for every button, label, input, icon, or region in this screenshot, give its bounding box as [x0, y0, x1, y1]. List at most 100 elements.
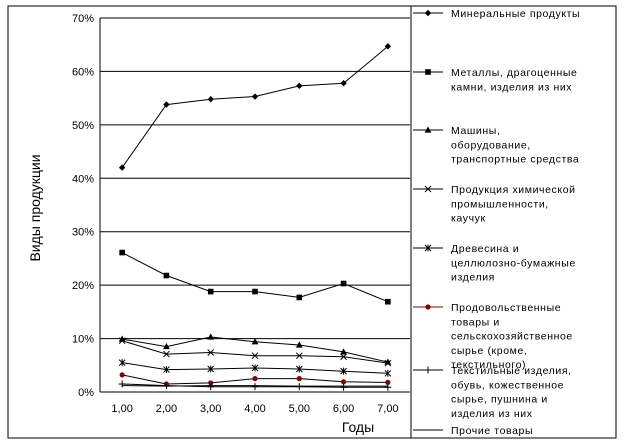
legend-label: Металлы, драгоценные: [451, 67, 578, 79]
legend-label: обувь, кожественное: [451, 379, 564, 391]
series-4: [118, 337, 392, 367]
data-point: [340, 367, 347, 375]
data-point: [295, 341, 303, 348]
legend-label: камни, изделия из них: [451, 81, 572, 93]
grid-lines: [99, 17, 410, 393]
y-tick-label: 40%: [72, 173, 94, 185]
legend-item: Продукция химической промышленности, каучу…: [413, 184, 576, 225]
data-point: [384, 369, 392, 377]
data-point: [163, 342, 170, 350]
outer-border: [7, 5, 617, 439]
data-point: [207, 365, 215, 373]
data-point: [251, 352, 259, 360]
legend-label: промышленности,: [451, 198, 549, 210]
data-point: [340, 353, 347, 361]
legend-marker: [424, 244, 432, 252]
x-tick-label: 4,00: [244, 403, 265, 415]
data-point: [207, 383, 215, 391]
y-tick-label: 60%: [72, 66, 94, 78]
data-point: [295, 352, 303, 360]
legend-label: целлюлозно-бумажные: [451, 257, 576, 269]
legend-marker: [424, 185, 432, 193]
legend-label: Продовольственные: [451, 302, 561, 314]
legend-item: Металлы, драгоценные камни, изделия из ни…: [413, 67, 578, 93]
x-tick-label: 1,00: [111, 403, 132, 415]
y-tick-label: 20%: [72, 280, 94, 292]
legend-label: товары и: [451, 316, 500, 328]
data-point: [295, 383, 303, 391]
data-point: [251, 383, 259, 391]
x-tick-label: 5,00: [289, 403, 310, 415]
data-point: [384, 383, 392, 391]
data-point: [252, 376, 258, 382]
data-point: [207, 349, 215, 356]
x-tick-label: 6,00: [333, 403, 354, 415]
data-point: [207, 288, 214, 295]
series-line: [121, 45, 389, 168]
series-5: [118, 359, 392, 377]
data-point: [385, 379, 391, 385]
data-point: [252, 288, 258, 295]
data-point: [163, 350, 170, 358]
data-point: [384, 359, 392, 367]
legend: Минеральные продукты Металлы, драгоценные…: [410, 6, 580, 438]
legend-label: Текстильные изделия,: [451, 365, 572, 377]
data-point: [207, 333, 215, 340]
data-point: [163, 101, 170, 108]
data-point: [251, 364, 259, 372]
data-point: [118, 164, 126, 171]
data-point: [340, 280, 347, 287]
data-point: [296, 294, 303, 301]
data-point: [163, 366, 170, 374]
y-tick-label: 10%: [72, 334, 94, 346]
legend-item: Текстильные изделия, обувь, кожественное с…: [413, 365, 572, 420]
legend-item: Продовольственные товары и сельскохозяйств…: [413, 302, 573, 371]
legend-label: сельскохозяйственное: [451, 331, 573, 343]
legend-marker: [424, 126, 432, 133]
legend-label: Продукция химической: [451, 184, 576, 196]
legend-label: Прочие товары: [451, 425, 533, 437]
legend-label: каучук: [451, 213, 486, 225]
data-point: [118, 335, 126, 342]
legend-marker: [425, 69, 431, 75]
series-3: [118, 333, 392, 365]
legend-label: Машины,: [451, 125, 500, 137]
legend-item: Минеральные продукты: [413, 8, 580, 20]
y-tick-label: 0%: [78, 387, 94, 399]
data-point: [163, 272, 170, 279]
x-tick-label: 2,00: [156, 403, 177, 415]
data-point: [251, 338, 259, 345]
data-point: [118, 337, 126, 345]
x-tick-label: 3,00: [200, 403, 221, 415]
data-point: [296, 82, 303, 90]
series-group: [118, 43, 392, 391]
legend-label: сырье, пушнина и: [451, 394, 548, 406]
y-tick-label: 30%: [72, 227, 94, 239]
legend-label: Минеральные продукты: [451, 8, 580, 20]
legend-marker: [425, 304, 431, 310]
data-point: [119, 249, 125, 256]
series-8: [122, 385, 388, 387]
x-axis-title: Годы: [342, 419, 374, 435]
legend-label: транспортные средства: [451, 154, 579, 166]
y-axis-title: Виды продукции: [27, 154, 43, 261]
series-2: [119, 249, 391, 305]
legend-marker: [424, 366, 432, 374]
legend-marker: [424, 9, 432, 17]
data-point: [207, 96, 214, 103]
chart-frame: [7, 5, 617, 439]
data-point: [295, 365, 303, 373]
data-point: [340, 379, 347, 385]
data-point: [118, 380, 126, 388]
y-axis-ticks: 0% 10% 20% 30% 40% 50% 60% 70%: [72, 13, 94, 399]
data-point: [119, 372, 125, 378]
series-line: [122, 385, 388, 387]
legend-label: оборудование,: [451, 139, 531, 151]
legend-item: Машины, оборудование, транспортные средств…: [413, 125, 579, 166]
series-1: [118, 43, 392, 171]
data-point: [385, 298, 391, 305]
y-tick-label: 50%: [72, 120, 94, 132]
legend-label: Древесина и: [451, 243, 519, 255]
data-point: [251, 93, 259, 100]
